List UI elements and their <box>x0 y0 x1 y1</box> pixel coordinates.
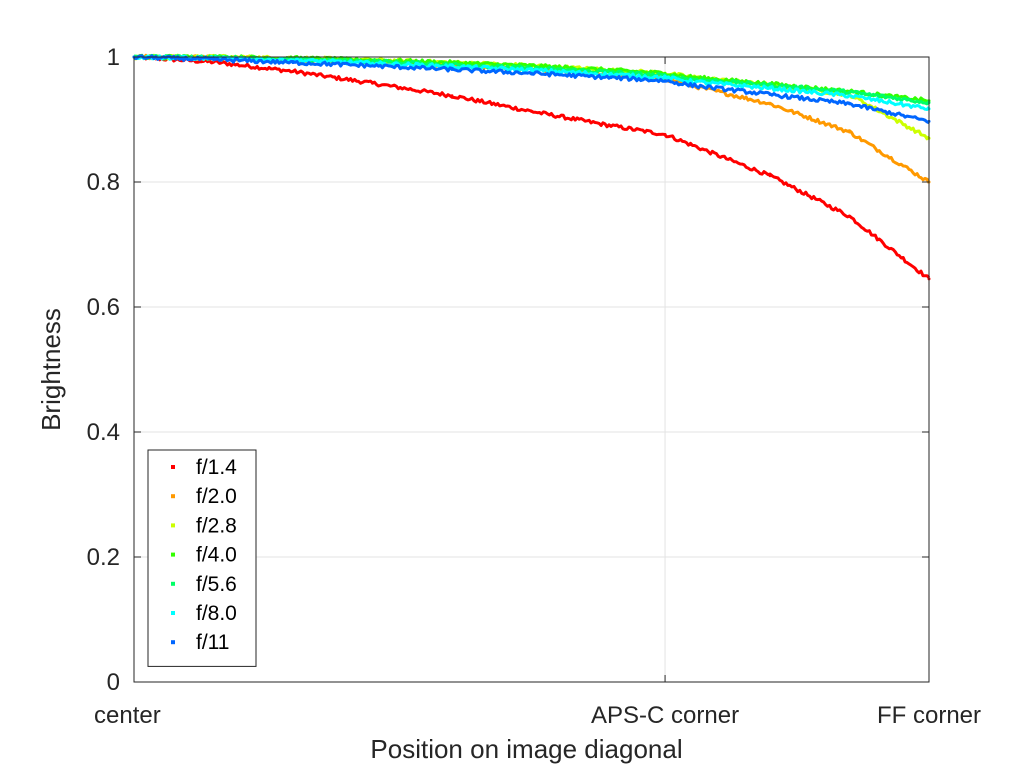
data-point <box>609 76 613 80</box>
series-f-1-4 <box>132 54 931 281</box>
legend-marker <box>171 465 175 469</box>
y-tick-label: 0 <box>107 669 120 696</box>
data-point <box>848 90 851 94</box>
x-tick-label: APS-C corner <box>591 702 739 729</box>
legend-marker <box>171 494 175 499</box>
data-point <box>291 69 295 73</box>
data-point <box>371 64 374 68</box>
legend-marker <box>171 523 175 528</box>
data-point <box>768 86 772 90</box>
x-tick-label: FF corner <box>877 702 981 729</box>
series-f-11 <box>132 54 931 125</box>
data-point <box>371 61 374 65</box>
legend-entry-label: f/11 <box>196 631 229 654</box>
grid-lines <box>134 57 929 682</box>
data-point <box>450 68 454 71</box>
x-tick-label: center <box>94 702 161 729</box>
data-point <box>663 79 667 83</box>
data-point <box>689 83 692 87</box>
legend-entry-label: f/2.8 <box>196 514 237 537</box>
legend-marker <box>171 581 175 586</box>
data-series <box>132 53 931 281</box>
data-point <box>848 94 851 98</box>
y-tick-label: 1 <box>107 44 120 71</box>
data-point <box>768 93 772 96</box>
data-point <box>371 81 374 85</box>
legend-box <box>147 449 257 667</box>
data-point <box>848 214 851 218</box>
data-point <box>663 133 667 136</box>
data-point <box>848 130 851 134</box>
legend-marker <box>171 552 175 557</box>
legend-marker <box>171 640 175 645</box>
y-tick-label: 0.2 <box>87 544 120 571</box>
data-point <box>530 109 533 113</box>
data-point <box>609 73 613 76</box>
data-point <box>663 76 667 80</box>
y-axis-label: Brightness <box>36 308 66 431</box>
data-point <box>848 102 851 106</box>
data-point <box>530 71 533 75</box>
legend: f/1.4 f/2.0 f/2.8 f/4.0 f/5.6 f/8.0 f/11 <box>147 449 257 667</box>
legend-entry-label: f/5.6 <box>196 573 237 596</box>
legend-entry-label: f/1.4 <box>196 456 237 479</box>
data-point <box>689 143 692 146</box>
legend-marker <box>171 611 175 615</box>
legend-entry-label: f/8.0 <box>196 602 237 625</box>
legend-entry-label: f/2.0 <box>196 485 237 508</box>
legend-entry-label: f/4.0 <box>196 544 237 567</box>
data-point <box>768 102 772 106</box>
data-point <box>212 58 215 61</box>
plot-frame <box>133 56 930 683</box>
y-tick-label: 0.4 <box>87 419 120 446</box>
data-point <box>450 94 454 98</box>
data-point <box>291 61 295 65</box>
y-tick-label: 0.8 <box>87 169 120 196</box>
data-point <box>768 174 772 178</box>
data-point <box>530 68 533 72</box>
x-axis-label: Position on image diagonal <box>370 734 682 764</box>
data-point <box>609 124 613 128</box>
data-point <box>212 60 215 64</box>
axis-ticks: 0 0.2 0.4 0.6 0.8 1 center APS-C corner FF corne… <box>87 44 981 729</box>
y-tick-label: 0.6 <box>87 294 120 321</box>
